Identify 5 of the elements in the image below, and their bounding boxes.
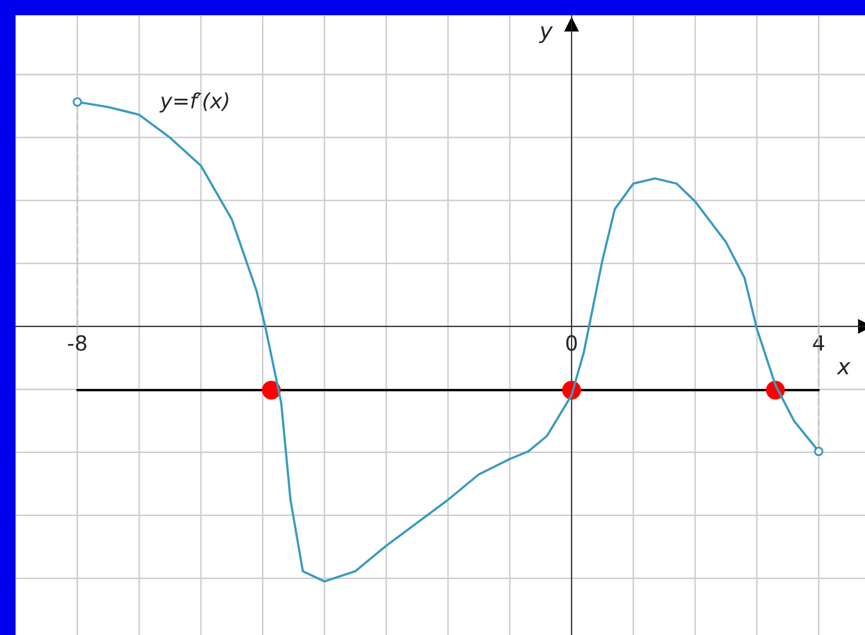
x-tick-label: -8 [68,335,86,351]
x-tick-label: 4 [813,335,824,351]
y-axis-title: y [538,26,553,44]
annotation: y=f′(x) [159,92,228,113]
x-axis-title: x [836,362,851,374]
